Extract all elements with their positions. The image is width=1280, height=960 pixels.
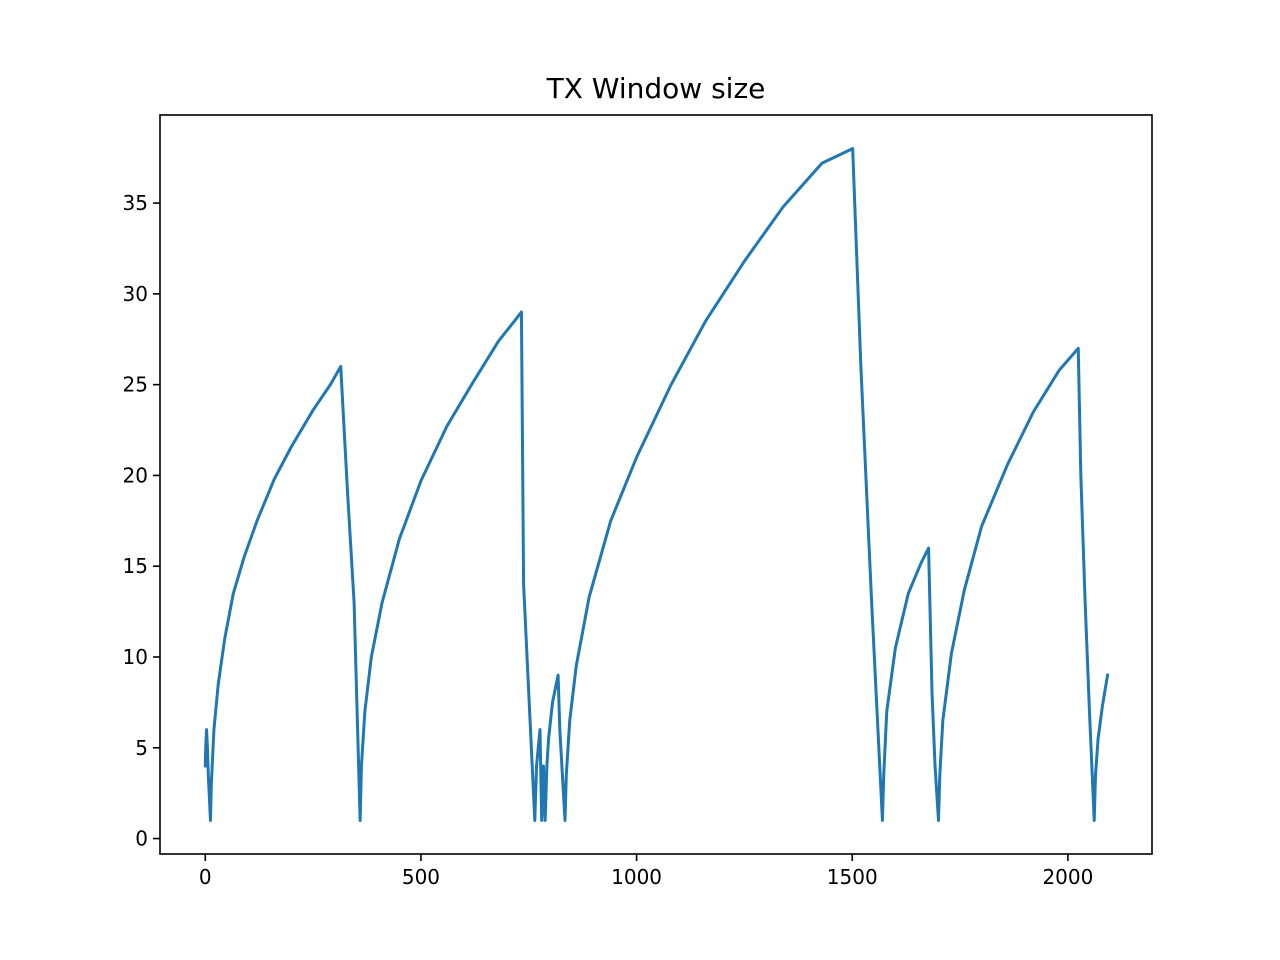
x-tick-label: 1000 xyxy=(611,865,662,889)
y-tick-label: 0 xyxy=(135,827,148,851)
x-tick-label: 2000 xyxy=(1042,865,1093,889)
x-tick-label: 500 xyxy=(402,865,440,889)
y-tick-label: 35 xyxy=(123,191,148,215)
plot-frame xyxy=(159,114,1153,855)
chart-title: TX Window size xyxy=(546,72,766,105)
y-tick-label: 5 xyxy=(135,736,148,760)
x-tick-label: 0 xyxy=(199,865,212,889)
y-tick-label: 15 xyxy=(123,554,148,578)
axis-ticks: 0 500 1000 1500 2000 0 5 10 15 20 25 30 35 xyxy=(123,191,1094,889)
y-tick-label: 25 xyxy=(123,373,148,397)
series-line-0 xyxy=(203,147,1110,822)
x-tick-label: 1500 xyxy=(827,865,878,889)
y-tick-label: 20 xyxy=(123,463,148,487)
y-tick-label: 10 xyxy=(123,645,148,669)
y-tick-label: 30 xyxy=(123,282,148,306)
plot-lines xyxy=(203,147,1110,822)
